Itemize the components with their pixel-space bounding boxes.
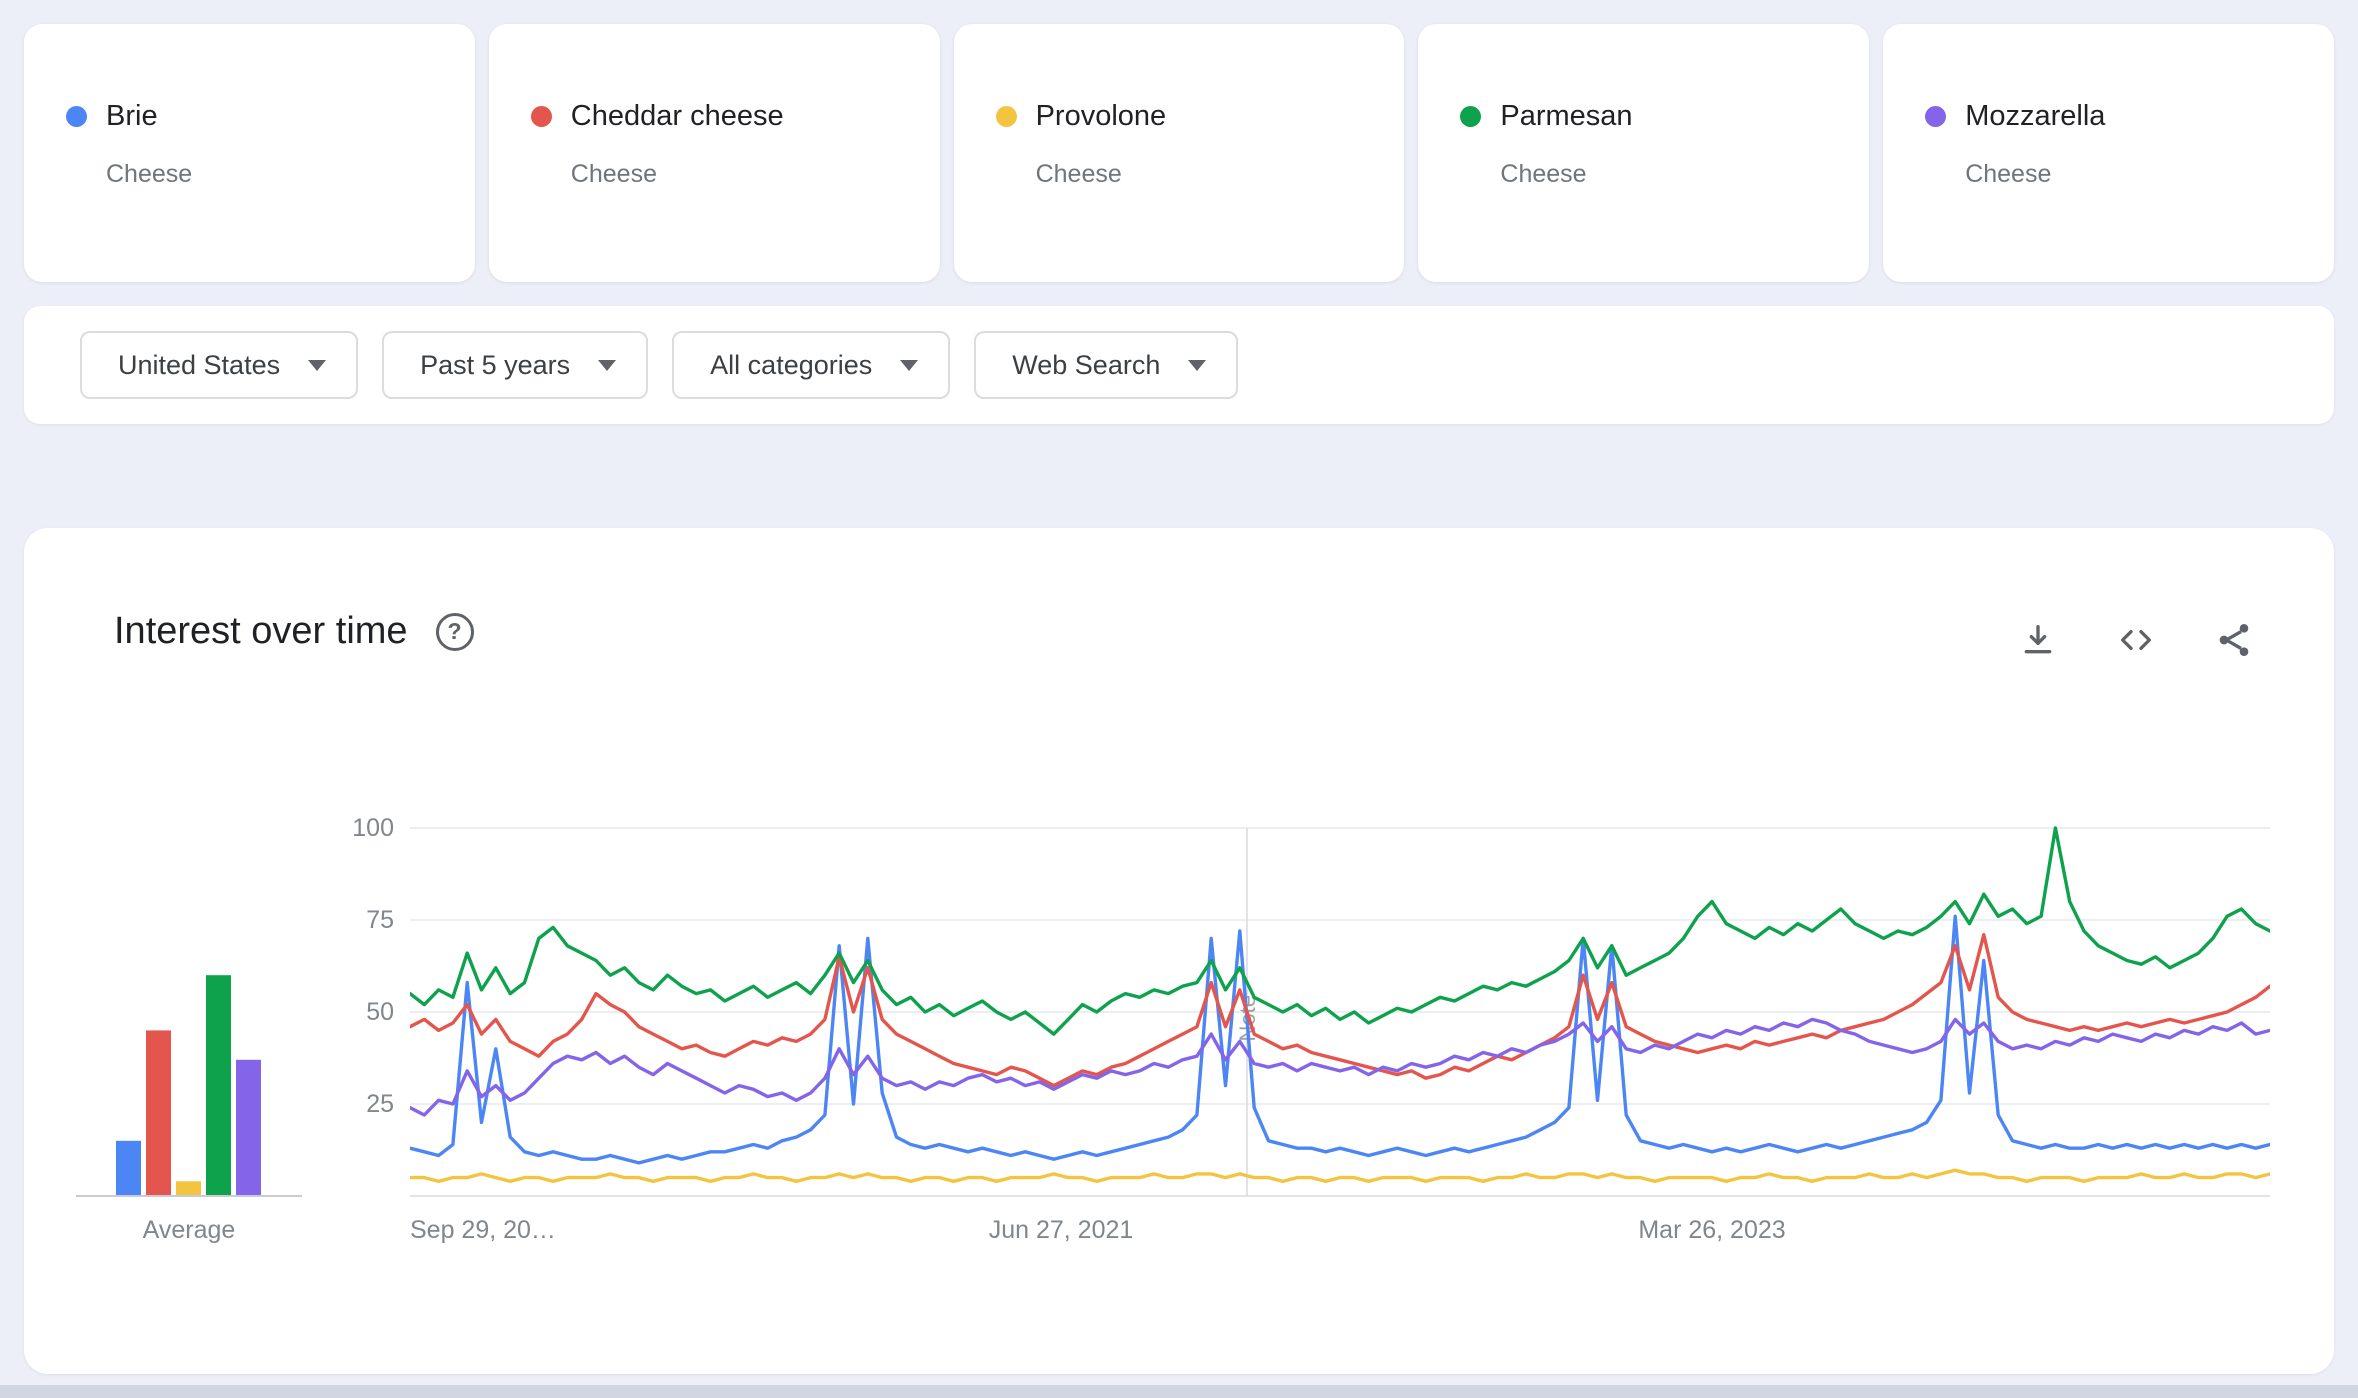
x-axis-tick: Sep 29, 20… [410,1216,556,1244]
term-subtitle: Cheese [1035,160,1122,188]
average-axis-label: Average [142,1216,236,1244]
average-bar-chart[interactable] [74,820,304,1204]
term-card[interactable]: Parmesan Cheese [1418,24,1870,282]
term-subtitle: Cheese [106,160,193,188]
y-axis-tick: 50 [366,998,394,1026]
interest-over-time-panel: Interest over time ? Average 100 75 50 2… [24,528,2334,1374]
next-section-edge [0,1385,2358,1398]
x-axis-tick: Jun 27, 2021 [988,1216,1134,1244]
term-card[interactable]: Cheddar cheese Cheese [488,24,940,282]
term-subtitle: Cheese [570,160,657,188]
filter-search-type-label: Web Search [1012,349,1161,380]
term-label: Provolone [1035,100,1167,132]
filter-time-range-label: Past 5 years [420,349,571,380]
chevron-down-icon [1188,359,1207,371]
term-subtitle: Cheese [1500,160,1587,188]
download-icon[interactable] [2018,620,2058,660]
filter-bar: United States Past 5 years All categorie… [24,306,2334,424]
filter-category[interactable]: All categories [672,331,951,399]
y-axis-tick: 25 [366,1090,394,1118]
trend-line-chart[interactable]: Note [410,820,2270,1204]
chevron-down-icon [308,359,327,371]
term-card[interactable]: Provolone Cheese [953,24,1405,282]
filter-category-label: All categories [710,349,873,380]
term-color-dot [530,106,552,127]
term-label: Parmesan [1500,100,1633,132]
term-label: Brie [106,100,158,132]
y-axis-tick: 100 [352,814,394,842]
filter-search-type[interactable]: Web Search [974,331,1239,399]
term-label: Mozzarella [1965,100,2106,132]
term-subtitle: Cheese [1965,160,2052,188]
term-color-dot [66,106,87,127]
embed-icon[interactable] [2116,620,2156,660]
term-card[interactable]: Mozzarella Cheese [1883,24,2334,282]
chevron-down-icon [598,359,617,371]
filter-time-range[interactable]: Past 5 years [382,331,649,399]
filter-region-label: United States [118,349,281,380]
term-card[interactable]: Brie Cheese [24,24,475,282]
term-color-dot [995,106,1017,127]
page-title: Interest over time [114,610,408,652]
share-icon[interactable] [2214,620,2254,660]
help-icon[interactable]: ? [435,612,474,651]
chevron-down-icon [900,359,919,371]
term-label: Cheddar cheese [570,100,784,132]
y-axis-tick: 75 [366,906,394,934]
term-color-dot [1460,106,1482,127]
filter-region[interactable]: United States [80,331,359,399]
x-axis-tick: Mar 26, 2023 [1638,1216,1786,1244]
term-color-dot [1925,106,1947,127]
term-cards-row: Brie Cheese Cheddar cheese Cheese Provol… [24,24,2334,282]
